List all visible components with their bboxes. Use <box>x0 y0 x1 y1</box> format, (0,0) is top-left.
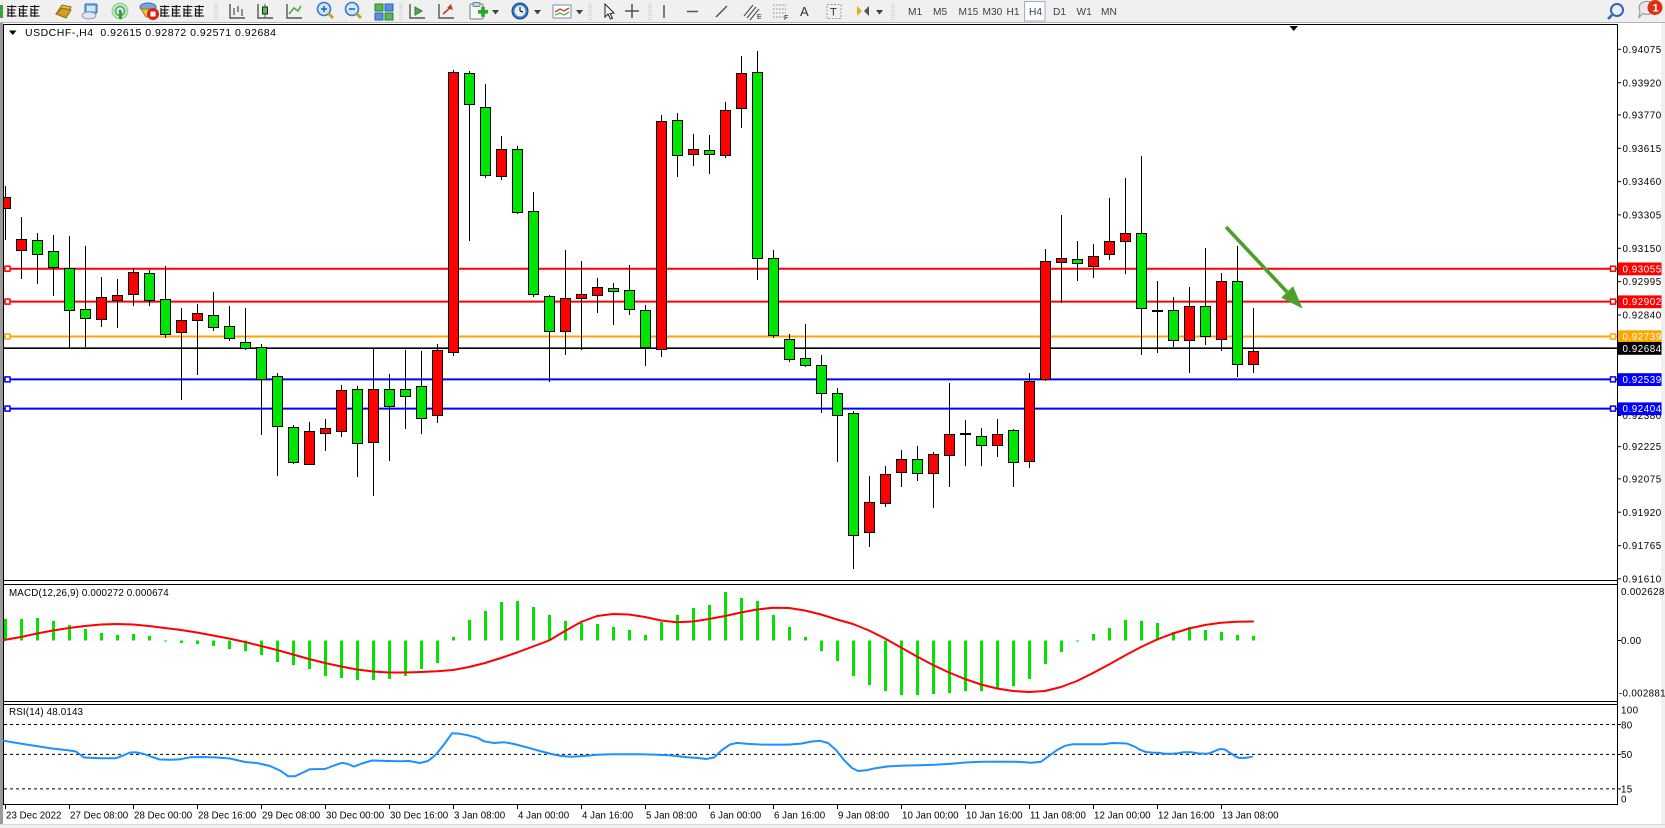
svg-text:50: 50 <box>1621 750 1633 761</box>
svg-text:USDCHF-,H4 0.92615 0.92872 0.: USDCHF-,H4 0.92615 0.92872 0.92571 0.926… <box>25 27 277 39</box>
svg-text:27 Dec 08:00: 27 Dec 08:00 <box>70 811 129 822</box>
svg-text:0.92684: 0.92684 <box>1623 344 1662 355</box>
svg-text:0.93305: 0.93305 <box>1623 211 1662 222</box>
svg-text:3 Jan 08:00: 3 Jan 08:00 <box>454 811 506 822</box>
svg-text:29 Dec 08:00: 29 Dec 08:00 <box>262 811 321 822</box>
svg-text:12 Jan 16:00: 12 Jan 16:00 <box>1158 811 1215 822</box>
svg-text:E: E <box>757 14 762 21</box>
svg-text:0.92840: 0.92840 <box>1623 311 1662 322</box>
svg-text:0.93150: 0.93150 <box>1623 244 1662 255</box>
svg-text:H4: H4 <box>1029 7 1042 18</box>
svg-text:0.00: 0.00 <box>1621 636 1642 647</box>
svg-text:0.92404: 0.92404 <box>1623 404 1662 415</box>
svg-text:100: 100 <box>1621 706 1639 717</box>
svg-text:0.92739: 0.92739 <box>1623 332 1662 343</box>
svg-text:RSI(14) 48.0143: RSI(14) 48.0143 <box>9 707 84 718</box>
svg-text:M30: M30 <box>983 7 1003 18</box>
svg-text:MN: MN <box>1101 7 1117 18</box>
svg-text:0.93615: 0.93615 <box>1623 144 1662 155</box>
svg-text:0.94075: 0.94075 <box>1623 45 1662 56</box>
svg-text:28 Dec 16:00: 28 Dec 16:00 <box>198 811 257 822</box>
svg-text:F: F <box>784 15 788 22</box>
svg-text:23 Dec 2022: 23 Dec 2022 <box>6 811 62 822</box>
svg-text:T: T <box>830 7 837 19</box>
svg-text:0.93460: 0.93460 <box>1623 177 1662 188</box>
svg-text:11 Jan 08:00: 11 Jan 08:00 <box>1030 811 1086 822</box>
svg-text:6 Jan 16:00: 6 Jan 16:00 <box>774 811 826 822</box>
svg-text:13 Jan 08:00: 13 Jan 08:00 <box>1222 811 1279 822</box>
svg-text:A: A <box>800 4 809 19</box>
svg-text:MACD(12,26,9) 0.000272 0.00067: MACD(12,26,9) 0.000272 0.000674 <box>9 588 169 599</box>
svg-text:10 Jan 00:00: 10 Jan 00:00 <box>902 811 959 822</box>
svg-text:6 Jan 00:00: 6 Jan 00:00 <box>710 811 762 822</box>
svg-text:-0.002881: -0.002881 <box>1619 689 1665 700</box>
svg-text:0.93920: 0.93920 <box>1623 78 1662 89</box>
svg-text:0.93055: 0.93055 <box>1623 264 1662 275</box>
svg-text:0.91610: 0.91610 <box>1623 575 1662 586</box>
svg-text:H1: H1 <box>1007 7 1020 18</box>
svg-text:1: 1 <box>1653 3 1659 15</box>
svg-text:0.93770: 0.93770 <box>1623 111 1662 122</box>
svg-text:0.92075: 0.92075 <box>1623 475 1662 486</box>
svg-text:D1: D1 <box>1053 7 1066 18</box>
svg-text:4 Jan 16:00: 4 Jan 16:00 <box>582 811 634 822</box>
svg-text:5 Jan 08:00: 5 Jan 08:00 <box>646 811 698 822</box>
svg-text:30 Dec 16:00: 30 Dec 16:00 <box>390 811 449 822</box>
svg-text:0.92902: 0.92902 <box>1623 297 1662 308</box>
svg-text:M5: M5 <box>933 7 947 18</box>
svg-text:0.92380: 0.92380 <box>1623 411 1662 422</box>
svg-text:0.92539: 0.92539 <box>1623 375 1662 386</box>
svg-text:30 Dec 00:00: 30 Dec 00:00 <box>326 811 385 822</box>
svg-text:0: 0 <box>1621 794 1627 805</box>
svg-text:M1: M1 <box>908 7 922 18</box>
svg-text:0.91920: 0.91920 <box>1623 508 1662 519</box>
svg-text:0.92225: 0.92225 <box>1623 442 1662 453</box>
svg-text:9 Jan 08:00: 9 Jan 08:00 <box>838 811 890 822</box>
svg-text:0.002628: 0.002628 <box>1621 587 1665 598</box>
svg-text:10 Jan 16:00: 10 Jan 16:00 <box>966 811 1023 822</box>
svg-text:4 Jan 00:00: 4 Jan 00:00 <box>518 811 570 822</box>
svg-text:15: 15 <box>1621 785 1633 796</box>
svg-text:0.92995: 0.92995 <box>1623 277 1662 288</box>
svg-text:12 Jan 00:00: 12 Jan 00:00 <box>1094 811 1151 822</box>
svg-text:0.91765: 0.91765 <box>1623 541 1662 552</box>
svg-text:80: 80 <box>1621 720 1633 731</box>
svg-text:28 Dec 00:00: 28 Dec 00:00 <box>134 811 193 822</box>
svg-text:W1: W1 <box>1077 7 1093 18</box>
svg-text:M15: M15 <box>959 7 979 18</box>
